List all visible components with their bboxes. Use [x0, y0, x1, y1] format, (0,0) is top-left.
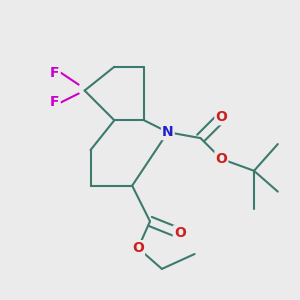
Text: O: O: [132, 241, 144, 255]
Text: N: N: [162, 125, 174, 139]
Text: F: F: [50, 95, 60, 110]
Text: O: O: [215, 152, 227, 166]
Text: O: O: [215, 110, 227, 124]
Text: F: F: [50, 66, 60, 80]
Text: O: O: [174, 226, 186, 240]
